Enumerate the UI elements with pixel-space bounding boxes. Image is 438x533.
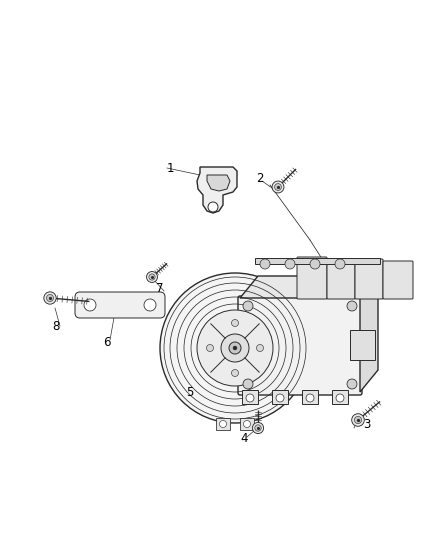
Circle shape bbox=[306, 394, 314, 402]
Circle shape bbox=[335, 259, 345, 269]
Circle shape bbox=[197, 310, 273, 386]
Bar bbox=[240, 418, 254, 430]
Text: 3: 3 bbox=[363, 418, 371, 432]
Text: 4: 4 bbox=[240, 432, 248, 445]
Circle shape bbox=[272, 181, 284, 193]
Circle shape bbox=[44, 292, 56, 304]
Circle shape bbox=[244, 421, 251, 427]
Circle shape bbox=[252, 422, 264, 434]
Circle shape bbox=[144, 299, 156, 311]
Bar bbox=[255, 258, 380, 264]
Text: 5: 5 bbox=[186, 385, 194, 399]
Circle shape bbox=[232, 369, 239, 376]
Circle shape bbox=[257, 344, 264, 351]
FancyBboxPatch shape bbox=[355, 259, 383, 299]
Polygon shape bbox=[197, 167, 237, 213]
Circle shape bbox=[275, 183, 281, 190]
FancyBboxPatch shape bbox=[297, 257, 327, 299]
Circle shape bbox=[232, 319, 239, 327]
Bar bbox=[242, 390, 258, 404]
Circle shape bbox=[243, 301, 253, 311]
Circle shape bbox=[160, 273, 310, 423]
Circle shape bbox=[336, 394, 344, 402]
Circle shape bbox=[149, 274, 155, 280]
Circle shape bbox=[352, 414, 364, 426]
Text: 6: 6 bbox=[103, 335, 111, 349]
Circle shape bbox=[246, 394, 254, 402]
Circle shape bbox=[243, 379, 253, 389]
Polygon shape bbox=[240, 276, 378, 298]
Circle shape bbox=[354, 416, 362, 424]
Circle shape bbox=[219, 421, 226, 427]
FancyBboxPatch shape bbox=[327, 259, 355, 299]
FancyBboxPatch shape bbox=[383, 261, 413, 299]
Circle shape bbox=[208, 202, 218, 212]
Circle shape bbox=[285, 259, 295, 269]
Bar bbox=[350, 330, 375, 360]
Circle shape bbox=[260, 259, 270, 269]
Text: 7: 7 bbox=[156, 281, 164, 295]
Bar bbox=[332, 390, 348, 404]
Text: 8: 8 bbox=[52, 320, 60, 334]
Bar bbox=[216, 418, 230, 430]
Circle shape bbox=[221, 334, 249, 362]
Circle shape bbox=[46, 294, 53, 302]
Circle shape bbox=[229, 342, 241, 354]
Circle shape bbox=[206, 344, 213, 351]
Bar bbox=[272, 390, 288, 404]
Text: 2: 2 bbox=[256, 172, 264, 184]
Circle shape bbox=[255, 425, 261, 431]
Bar bbox=[302, 390, 318, 404]
FancyBboxPatch shape bbox=[238, 296, 362, 395]
Circle shape bbox=[347, 301, 357, 311]
Circle shape bbox=[276, 394, 284, 402]
Circle shape bbox=[147, 271, 157, 282]
Polygon shape bbox=[360, 276, 378, 392]
Polygon shape bbox=[207, 175, 230, 191]
Circle shape bbox=[233, 346, 237, 350]
Text: 1: 1 bbox=[166, 161, 174, 174]
Circle shape bbox=[347, 379, 357, 389]
Circle shape bbox=[84, 299, 96, 311]
Circle shape bbox=[310, 259, 320, 269]
FancyBboxPatch shape bbox=[75, 292, 165, 318]
